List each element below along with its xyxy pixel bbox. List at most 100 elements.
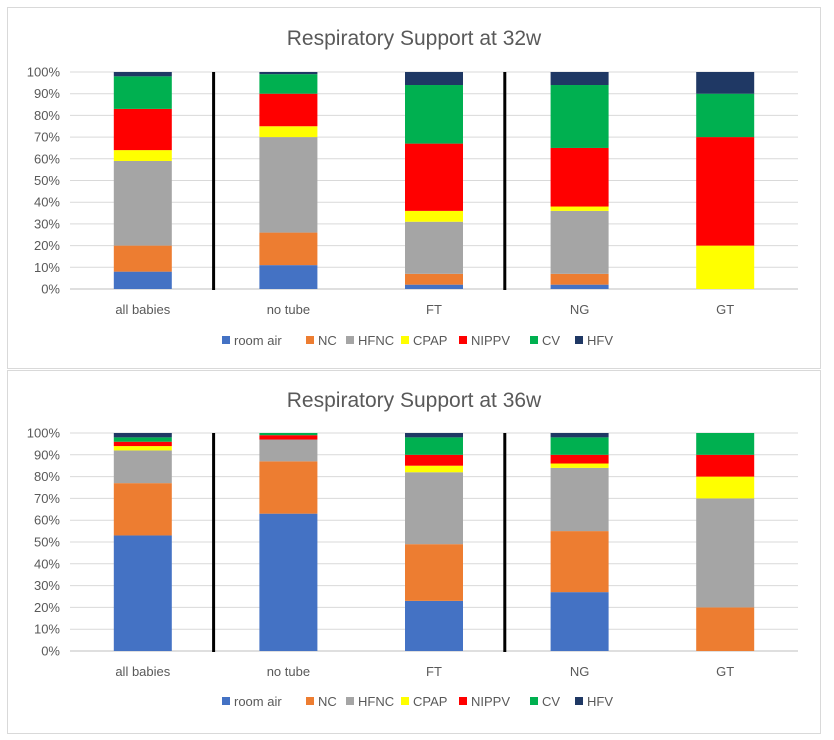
legend-swatch (530, 697, 538, 705)
y-tick-label: 50% (34, 173, 60, 188)
y-tick-label: 80% (34, 108, 60, 123)
bar-segment (113, 450, 172, 484)
y-tick-label: 0% (41, 644, 60, 659)
chart-title: Respiratory Support at 32w (287, 27, 542, 50)
legend-label: CPAP (413, 694, 447, 709)
chart-title: Respiratory Support at 36w (287, 389, 542, 412)
bar-segment (259, 93, 318, 127)
y-tick-label: 70% (34, 491, 60, 506)
x-tick-label: FT (426, 664, 442, 679)
legend-label: room air (234, 333, 282, 348)
x-tick-label: FT (426, 302, 442, 317)
bar-segment (550, 463, 609, 468)
bar-segment (259, 461, 318, 514)
bar-segment (259, 137, 318, 233)
legend-label: CV (542, 694, 560, 709)
y-tick-label: 60% (34, 513, 60, 528)
bar-segment (113, 441, 172, 447)
bar-segment (113, 437, 172, 442)
bar-segment (550, 592, 609, 651)
bar-segment (696, 433, 755, 455)
y-tick-label: 100% (27, 65, 61, 80)
x-tick-label: all babies (115, 302, 170, 317)
y-tick-label: 0% (41, 282, 60, 297)
bar-segment (550, 531, 609, 593)
legend-swatch (222, 697, 230, 705)
bar-segment (259, 232, 318, 266)
legend-swatch (459, 697, 467, 705)
y-tick-label: 40% (34, 195, 60, 210)
legend-label: HFV (587, 694, 613, 709)
legend-label: CPAP (413, 333, 447, 348)
legend-label: NC (318, 694, 337, 709)
bar-segment (696, 245, 755, 289)
y-tick-label: 20% (34, 238, 60, 253)
x-tick-label: no tube (267, 302, 310, 317)
legend-swatch (575, 697, 583, 705)
legend-label: NC (318, 333, 337, 348)
legend-label: HFV (587, 333, 613, 348)
y-tick-label: 90% (34, 86, 60, 101)
bar-segment (113, 433, 172, 438)
bar-segment (259, 433, 318, 436)
bar-segment (550, 85, 609, 148)
chart-panel-36w: Respiratory Support at 36w 0% 10% 20% 30% 40%… (7, 370, 821, 734)
chart-panel-32w: Respiratory Support at 32w 0% 10% 20% 30% 40%… (7, 7, 821, 369)
bar-segment (113, 160, 172, 246)
bar-segment (113, 245, 172, 272)
bar-segment (405, 143, 463, 211)
bar-segment (550, 273, 609, 285)
x-tick-label: GT (716, 302, 734, 317)
bar-segment (113, 271, 172, 289)
legend-swatch (530, 336, 538, 344)
legend-label: NIPPV (471, 333, 510, 348)
legend-label: HFNC (358, 694, 394, 709)
bar-segment (405, 221, 463, 274)
bar-segment (696, 454, 755, 477)
chart-36w: Respiratory Support at 36w 0% 10% 20% 30% 40%… (27, 389, 798, 709)
y-tick-label: 40% (34, 556, 60, 571)
legend-label: HFNC (358, 333, 394, 348)
y-tick-label: 70% (34, 130, 60, 145)
bar-segment (405, 437, 463, 455)
bar-segment (696, 476, 755, 499)
bar-segment (259, 435, 318, 440)
legend-label: NIPPV (471, 694, 510, 709)
bar-segment (113, 72, 172, 77)
bar-segment (259, 265, 318, 289)
legend-swatch (346, 336, 354, 344)
bar-segment (405, 465, 463, 473)
bar-segment (259, 126, 318, 138)
y-tick-label: 30% (34, 216, 60, 231)
legend-swatch (346, 697, 354, 705)
y-tick-label: 50% (34, 535, 60, 550)
chart-32w: Respiratory Support at 32w 0% 10% 20% 30% 40%… (27, 27, 798, 348)
bar-segment (405, 273, 463, 285)
bar-segment (550, 433, 609, 438)
bar-segment (550, 467, 609, 532)
bar-segment (696, 137, 755, 246)
x-tick-label: NG (570, 664, 590, 679)
bar-segment (405, 600, 463, 651)
bar-segment (113, 76, 172, 109)
bar-segment (113, 108, 172, 151)
legend-label: room air (234, 694, 282, 709)
legend-swatch (401, 697, 409, 705)
bar-segment (113, 150, 172, 161)
bar-segment (405, 472, 463, 545)
bar-segment (259, 74, 318, 94)
y-tick-label: 90% (34, 447, 60, 462)
legend-swatch (575, 336, 583, 344)
bar-segment (405, 284, 463, 289)
bar-segment (550, 284, 609, 289)
bar-segment (550, 437, 609, 455)
y-tick-label: 100% (27, 426, 61, 441)
x-tick-label: no tube (267, 664, 310, 679)
legend-label: CV (542, 333, 560, 348)
bar-segment (696, 72, 755, 94)
bar-segment (405, 454, 463, 466)
x-tick-label: all babies (115, 664, 170, 679)
x-tick-label: NG (570, 302, 590, 317)
x-tick-label: GT (716, 664, 734, 679)
y-tick-label: 10% (34, 260, 60, 275)
